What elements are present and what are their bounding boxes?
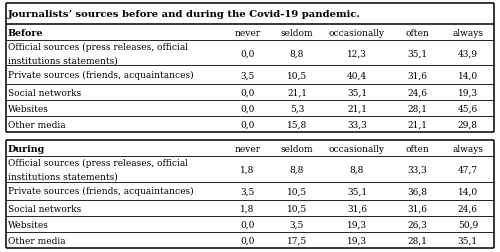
Text: Other media: Other media — [8, 120, 66, 129]
Text: Official sources (press releases, official: Official sources (press releases, offici… — [8, 42, 188, 51]
Text: never: never — [234, 28, 260, 38]
Text: 14,0: 14,0 — [458, 187, 478, 196]
Text: 3,5: 3,5 — [240, 187, 254, 196]
Text: 8,8: 8,8 — [350, 165, 364, 174]
Text: Journalistsʼ sources before and during the Covid-19 pandemic.: Journalistsʼ sources before and during t… — [8, 10, 361, 19]
Text: 0,0: 0,0 — [240, 236, 254, 245]
Text: 40,4: 40,4 — [347, 71, 367, 80]
Text: 0,0: 0,0 — [240, 49, 254, 58]
Text: seldom: seldom — [280, 144, 314, 153]
Text: 0,0: 0,0 — [240, 88, 254, 97]
Text: Official sources (press releases, official: Official sources (press releases, offici… — [8, 158, 188, 167]
Text: 10,5: 10,5 — [287, 187, 307, 196]
Text: 8,8: 8,8 — [290, 49, 304, 58]
Text: 28,1: 28,1 — [407, 236, 427, 245]
Text: 35,1: 35,1 — [458, 236, 478, 245]
Text: 21,1: 21,1 — [347, 104, 367, 113]
Text: 28,1: 28,1 — [407, 104, 427, 113]
Text: occasionally: occasionally — [329, 144, 385, 153]
Text: 33,3: 33,3 — [407, 165, 427, 174]
Text: 12,3: 12,3 — [347, 49, 367, 58]
Text: 10,5: 10,5 — [287, 71, 307, 80]
Text: 24,6: 24,6 — [458, 204, 478, 213]
Text: institutions statements): institutions statements) — [8, 172, 118, 180]
Text: 1,8: 1,8 — [240, 204, 254, 213]
Text: Private sources (friends, acquaintances): Private sources (friends, acquaintances) — [8, 71, 194, 80]
Text: Before: Before — [8, 28, 44, 38]
Text: Social networks: Social networks — [8, 204, 81, 213]
Text: 36,8: 36,8 — [407, 187, 427, 196]
Text: 21,1: 21,1 — [407, 120, 427, 129]
Text: 31,6: 31,6 — [347, 204, 367, 213]
Text: 31,6: 31,6 — [407, 71, 427, 80]
Text: 19,3: 19,3 — [347, 220, 367, 229]
Text: 35,1: 35,1 — [407, 49, 427, 58]
Text: seldom: seldom — [280, 28, 314, 38]
Text: 35,1: 35,1 — [347, 88, 367, 97]
Text: never: never — [234, 144, 260, 153]
Text: 3,5: 3,5 — [290, 220, 304, 229]
Text: 0,0: 0,0 — [240, 120, 254, 129]
Text: 24,6: 24,6 — [407, 88, 427, 97]
Text: 14,0: 14,0 — [458, 71, 478, 80]
Text: always: always — [452, 28, 484, 38]
Text: 19,3: 19,3 — [347, 236, 367, 245]
Text: institutions statements): institutions statements) — [8, 56, 118, 65]
Text: 8,8: 8,8 — [290, 165, 304, 174]
Text: 31,6: 31,6 — [407, 204, 427, 213]
Text: 33,3: 33,3 — [347, 120, 367, 129]
Text: 19,3: 19,3 — [458, 88, 478, 97]
Text: 5,3: 5,3 — [290, 104, 304, 113]
Text: often: often — [405, 28, 429, 38]
Text: often: often — [405, 144, 429, 153]
Text: 35,1: 35,1 — [347, 187, 367, 196]
Text: 47,7: 47,7 — [458, 165, 478, 174]
Text: Social networks: Social networks — [8, 88, 81, 97]
Text: 17,5: 17,5 — [287, 236, 307, 245]
Text: 45,6: 45,6 — [458, 104, 478, 113]
Text: Websites: Websites — [8, 220, 49, 229]
Text: Private sources (friends, acquaintances): Private sources (friends, acquaintances) — [8, 186, 194, 196]
Text: Websites: Websites — [8, 104, 49, 113]
Text: Other media: Other media — [8, 236, 66, 245]
Text: 50,9: 50,9 — [458, 220, 478, 229]
Text: 0,0: 0,0 — [240, 104, 254, 113]
Text: occasionally: occasionally — [329, 28, 385, 38]
Text: 29,8: 29,8 — [458, 120, 478, 129]
Text: 0,0: 0,0 — [240, 220, 254, 229]
Text: 26,3: 26,3 — [407, 220, 427, 229]
Text: During: During — [8, 144, 45, 153]
Text: always: always — [452, 144, 484, 153]
Text: 10,5: 10,5 — [287, 204, 307, 213]
Text: 3,5: 3,5 — [240, 71, 254, 80]
Text: 43,9: 43,9 — [458, 49, 478, 58]
Text: 21,1: 21,1 — [287, 88, 307, 97]
Text: 15,8: 15,8 — [287, 120, 307, 129]
Text: 1,8: 1,8 — [240, 165, 254, 174]
